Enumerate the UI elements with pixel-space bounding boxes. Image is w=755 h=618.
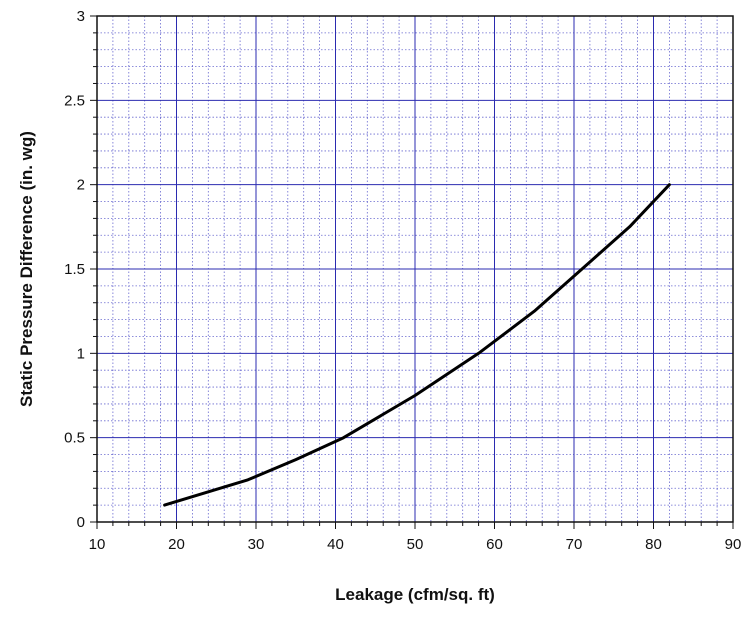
x-tick-label: 80 [645,536,662,553]
y-tick-labels: 0 0.5 1 1.5 2 2.5 3 [64,8,85,531]
series-line [163,183,671,507]
y-tick-label: 3 [77,8,85,25]
y-tick-label: 0 [77,514,85,531]
x-tick-label: 90 [725,536,742,553]
axis-ticks [90,15,734,529]
y-tick-label: 2 [77,177,85,194]
grid-lines [97,16,733,522]
y-tick-label: 2.5 [64,92,85,109]
x-axis-title: Leakage (cfm/sq. ft) [335,585,495,604]
y-tick-label: 0.5 [64,430,85,447]
y-tick-label: 1 [77,345,85,362]
y-tick-label: 1.5 [64,261,85,278]
x-tick-label: 50 [407,536,424,553]
y-axis-title: Static Pressure Difference (in. wg) [17,131,36,407]
x-tick-label: 60 [486,536,503,553]
x-tick-label: 40 [327,536,344,553]
x-tick-label: 20 [168,536,185,553]
x-tick-label: 70 [566,536,583,553]
x-tick-label: 30 [248,536,265,553]
x-tick-label: 10 [89,536,106,553]
series-layer [163,183,671,507]
x-tick-labels: 10 20 30 40 50 60 70 80 90 [89,536,742,553]
